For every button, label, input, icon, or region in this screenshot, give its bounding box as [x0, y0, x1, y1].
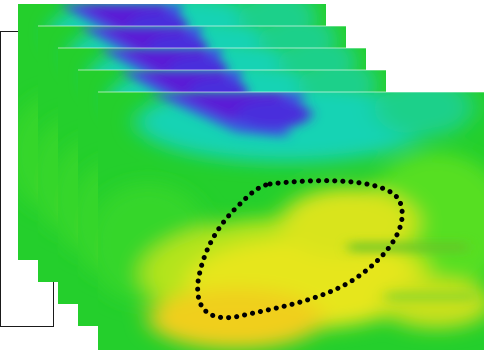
layer-edges	[38, 25, 484, 93]
heatmap-layer-5	[85, 77, 488, 350]
region-outline	[195, 178, 405, 321]
